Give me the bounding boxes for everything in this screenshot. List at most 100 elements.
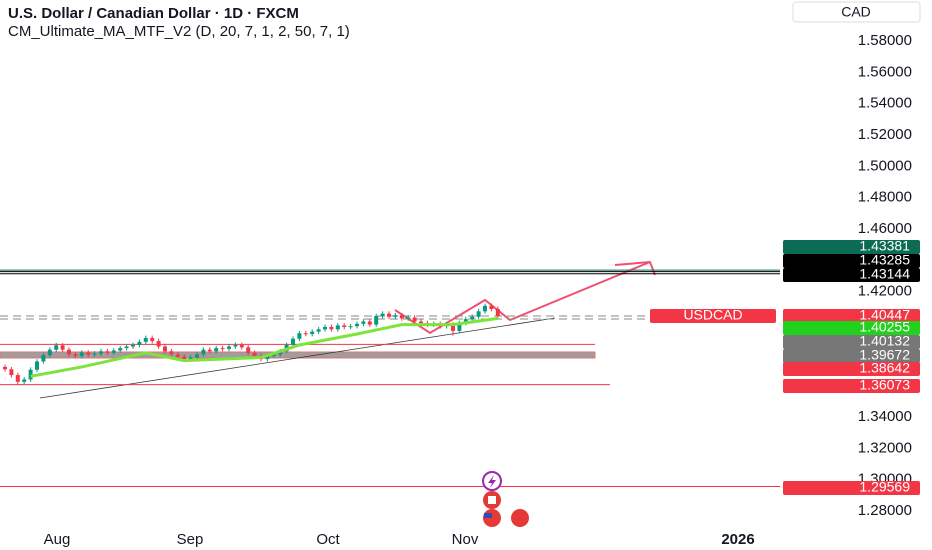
- candle-body: [175, 354, 180, 357]
- projection-arrow: [394, 261, 651, 335]
- candle-body: [124, 346, 129, 349]
- moving-average: [30, 316, 499, 378]
- currency-label[interactable]: CAD: [841, 4, 871, 20]
- x-tick-label: 2026: [721, 531, 754, 548]
- candle-body: [489, 305, 494, 309]
- price-badge-label: 1.39672: [859, 347, 910, 363]
- y-tick-label: 1.58000: [858, 32, 912, 49]
- candle-body: [79, 352, 84, 356]
- candle-body: [335, 325, 340, 330]
- symbol-badge: [650, 309, 776, 323]
- price-badge: [783, 309, 920, 323]
- candle-body: [393, 315, 398, 317]
- candle-body: [41, 355, 46, 362]
- candle-body: [271, 354, 276, 356]
- candle-body: [265, 355, 270, 360]
- y-tick-label: 1.48000: [858, 189, 912, 206]
- y-tick-label: 1.52000: [858, 126, 912, 143]
- event-icons: [482, 471, 529, 527]
- price-badge: [783, 349, 920, 363]
- candle-body: [195, 354, 199, 358]
- candle-body: [67, 349, 71, 355]
- price-badge-label: 1.43285: [859, 252, 910, 268]
- candle-body: [361, 321, 366, 324]
- candle-body: [137, 341, 142, 345]
- price-badge-label: 1.40447: [859, 307, 910, 323]
- candle-body: [355, 323, 359, 327]
- drawings: [0, 260, 656, 399]
- candle-body: [451, 324, 455, 331]
- candle-body: [169, 351, 174, 355]
- price-badge-label: 1.43381: [859, 238, 910, 254]
- y-tick-label: 1.50000: [858, 157, 912, 174]
- candle-body: [457, 323, 462, 331]
- candle-body: [291, 338, 295, 345]
- candle-body: [303, 333, 308, 335]
- candle-body: [297, 333, 302, 339]
- candle-body: [323, 326, 327, 330]
- candle-body: [22, 379, 27, 382]
- x-tick-label: Oct: [316, 531, 340, 548]
- candle-body: [207, 349, 212, 352]
- candle-body: [15, 375, 20, 382]
- price-badge-label: 1.29569: [859, 479, 910, 495]
- price-badge: [783, 254, 920, 268]
- candle-body: [227, 346, 231, 349]
- candle-body: [374, 316, 379, 325]
- candle-body: [54, 345, 59, 350]
- candle-body: [188, 357, 193, 360]
- candle-body: [73, 354, 78, 356]
- candle-body: [131, 344, 135, 347]
- price-badge-label: 1.40132: [859, 333, 910, 349]
- price-badge: [783, 481, 920, 495]
- candle-body: [163, 346, 167, 352]
- candle-body: [406, 317, 411, 319]
- candle-body: [316, 329, 321, 332]
- price-badge-label: 1.36073: [859, 377, 910, 393]
- candle-body: [239, 344, 244, 348]
- currency-box[interactable]: [792, 1, 921, 23]
- candle-body: [3, 366, 7, 370]
- candle-body: [105, 351, 110, 353]
- y-tick-label: 1.34000: [858, 408, 912, 425]
- price-badge: [783, 379, 920, 393]
- candle-body: [246, 347, 251, 353]
- candle-body: [86, 352, 91, 355]
- price-badge: [783, 335, 920, 349]
- price-badge: [783, 268, 920, 282]
- y-tick-label: 1.54000: [858, 95, 912, 112]
- candle-body: [476, 311, 481, 317]
- arrow-head: [614, 260, 656, 276]
- candle-body: [47, 349, 52, 356]
- candle-body: [463, 319, 468, 324]
- y-tick-label: 1.56000: [858, 63, 912, 80]
- candle-body: [99, 351, 103, 354]
- candle-body: [201, 349, 206, 355]
- price-badge: [783, 362, 920, 376]
- price-badge-label: 1.38642: [859, 360, 910, 376]
- price-badge-label: 1.40255: [859, 319, 910, 335]
- price-badge: [783, 321, 920, 335]
- candle-body: [111, 350, 116, 353]
- candle-body: [252, 352, 257, 356]
- candle-body: [60, 345, 65, 350]
- y-tick-label: 1.32000: [858, 439, 912, 456]
- chart-title: U.S. Dollar / Canadian Dollar · 1D · FXC…: [8, 5, 299, 22]
- y-tick-label: 1.28000: [858, 502, 912, 519]
- symbol-label: USDCAD: [683, 307, 742, 323]
- candle-body: [150, 337, 155, 342]
- candle-body: [92, 353, 97, 355]
- y-tick-label: 1.42000: [858, 283, 912, 300]
- candle-body: [310, 331, 315, 335]
- candle-body: [483, 305, 487, 312]
- candle-body: [220, 348, 225, 350]
- candle-body: [387, 313, 391, 317]
- candle-body: [367, 321, 372, 325]
- flag-icon: [484, 513, 492, 518]
- lightning-icon: [488, 475, 496, 488]
- candle-body: [35, 361, 39, 370]
- indicator-label: CM_Ultimate_MA_MTF_V2 (D, 20, 7, 1, 2, 5…: [8, 23, 350, 40]
- event-icon[interactable]: [511, 509, 529, 527]
